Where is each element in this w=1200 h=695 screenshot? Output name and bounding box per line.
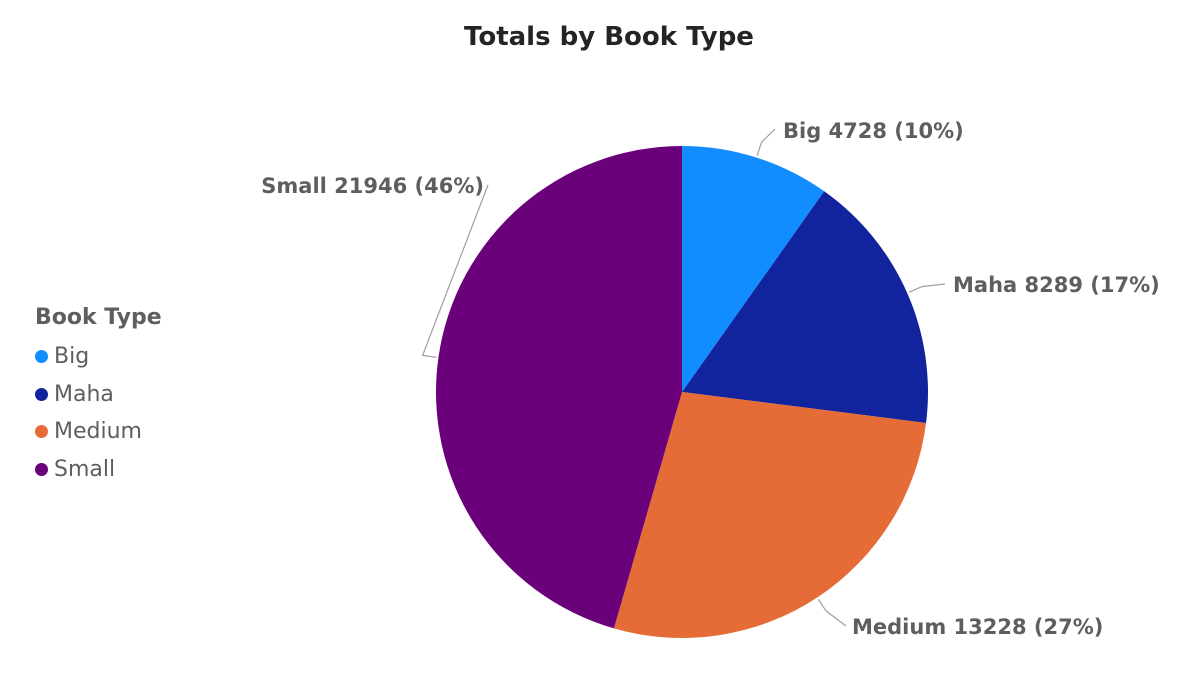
legend-swatch (35, 350, 48, 364)
pie-slice-big[interactable] (682, 146, 825, 392)
leader-line-small (421, 184, 489, 358)
legend-swatch (35, 387, 48, 401)
leader-line-big (756, 128, 776, 156)
slice-labels: Big 4728 (10%) Maha 8289 (17%) Medium 1322… (261, 119, 1159, 639)
data-label-medium: Medium 13228 (27%) (852, 615, 1103, 639)
legend-item-small[interactable]: Small (35, 451, 162, 489)
pie-slice-medium[interactable] (613, 392, 927, 638)
pie-slices (436, 146, 929, 638)
legend-label: Maha (54, 381, 114, 407)
legend: Book Type Big Maha Medium Small (35, 305, 162, 488)
legend-label: Big (54, 344, 90, 370)
chart-title: Totals by Book Type (464, 22, 754, 52)
legend-swatch (35, 425, 48, 439)
data-label-big: Big 4728 (10%) (783, 119, 964, 143)
legend-item-medium[interactable]: Medium (35, 413, 162, 451)
legend-item-maha[interactable]: Maha (35, 376, 162, 414)
data-label-small: Small 21946 (46%) (261, 174, 484, 198)
pie-slice-maha[interactable] (682, 191, 929, 423)
pie-slice-small[interactable] (436, 146, 682, 629)
legend-label: Medium (54, 419, 142, 445)
leader-line-maha (908, 283, 946, 293)
legend-title: Book Type (35, 305, 162, 330)
data-label-maha: Maha 8289 (17%) (953, 273, 1160, 297)
legend-label: Small (54, 456, 116, 482)
legend-swatch (35, 462, 48, 476)
legend-item-big[interactable]: Big (35, 338, 162, 376)
legend-items: Big Maha Medium Small (35, 338, 162, 488)
leader-line-medium (817, 598, 847, 627)
